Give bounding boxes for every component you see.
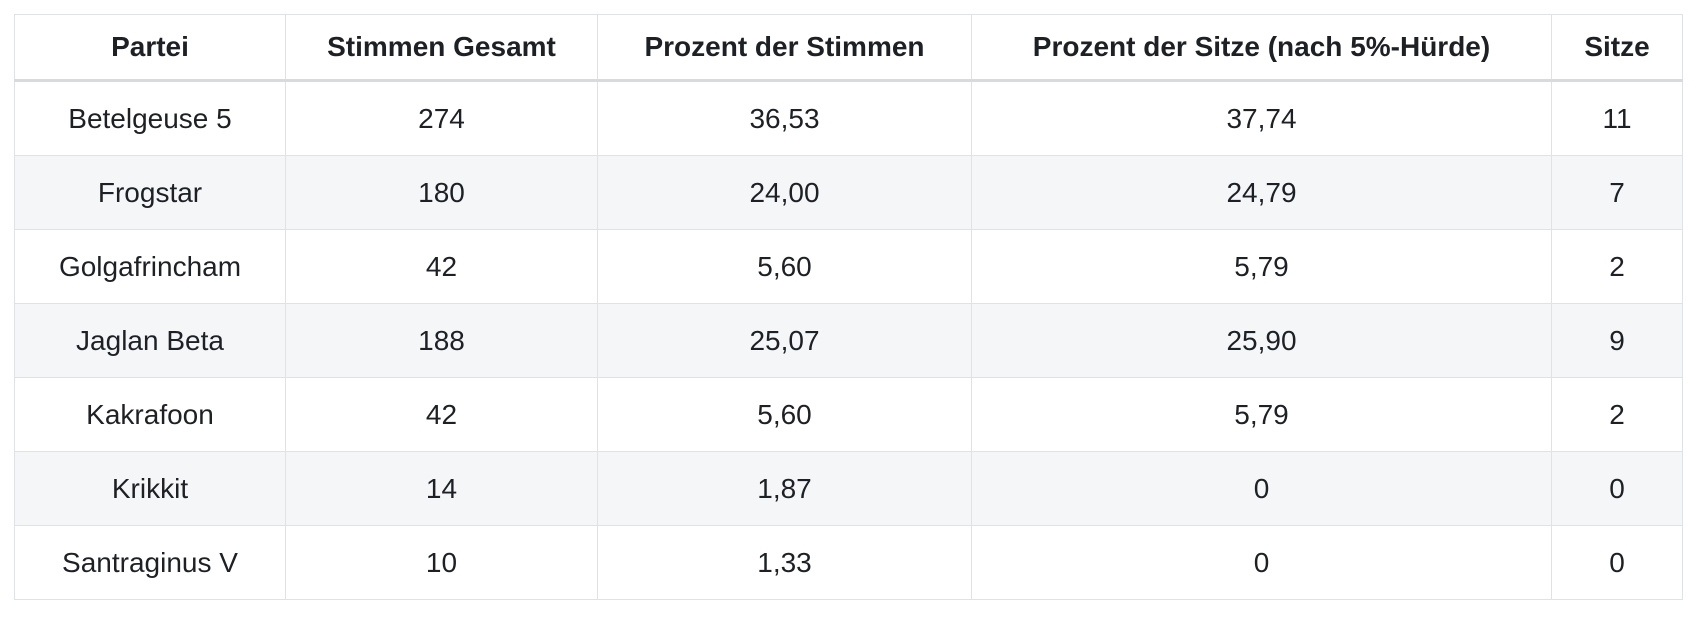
column-header-stimmen-gesamt: Stimmen Gesamt	[285, 14, 598, 82]
value-cell: 0	[1551, 525, 1683, 600]
party-name-cell: Jaglan Beta	[14, 303, 286, 378]
value-cell: 7	[1551, 155, 1683, 230]
value-cell: 5,79	[971, 377, 1552, 452]
value-cell: 9	[1551, 303, 1683, 378]
table-row-frogstar: Frogstar 180 24,00 24,79 7	[14, 155, 1683, 230]
value-cell: 180	[285, 155, 598, 230]
table-row-golgafrincham: Golgafrincham 42 5,60 5,79 2	[14, 229, 1683, 304]
table-row-krikkit: Krikkit 14 1,87 0 0	[14, 451, 1683, 526]
value-cell: 42	[285, 229, 598, 304]
value-cell: 274	[285, 80, 598, 156]
table-row-betelgeuse-5: Betelgeuse 5 274 36,53 37,74 11	[14, 80, 1683, 156]
value-cell: 25,07	[597, 303, 972, 378]
party-name-cell: Frogstar	[14, 155, 286, 230]
value-cell: 1,33	[597, 525, 972, 600]
header-row: Partei Stimmen Gesamt Prozent der Stimmen P…	[14, 14, 1683, 82]
value-cell: 14	[285, 451, 598, 526]
value-cell: 5,60	[597, 377, 972, 452]
party-name-cell: Krikkit	[14, 451, 286, 526]
party-name-cell: Santraginus V	[14, 525, 286, 600]
table-row-kakrafoon: Kakrafoon 42 5,60 5,79 2	[14, 377, 1683, 452]
value-cell: 25,90	[971, 303, 1552, 378]
party-name-cell: Kakrafoon	[14, 377, 286, 452]
value-cell: 37,74	[971, 80, 1552, 156]
value-cell: 24,79	[971, 155, 1552, 230]
value-cell: 24,00	[597, 155, 972, 230]
value-cell: 0	[971, 525, 1552, 600]
table-row-santraginus-v: Santraginus V 10 1,33 0 0	[14, 525, 1683, 600]
value-cell: 2	[1551, 377, 1683, 452]
table-row-jaglan-beta: Jaglan Beta 188 25,07 25,90 9	[14, 303, 1683, 378]
value-cell: 36,53	[597, 80, 972, 156]
page-content: Partei Stimmen Gesamt Prozent der Stimmen P…	[14, 14, 1683, 600]
value-cell: 0	[1551, 451, 1683, 526]
value-cell: 42	[285, 377, 598, 452]
value-cell: 1,87	[597, 451, 972, 526]
value-cell: 188	[285, 303, 598, 378]
value-cell: 2	[1551, 229, 1683, 304]
value-cell: 5,79	[971, 229, 1552, 304]
value-cell: 0	[971, 451, 1552, 526]
value-cell: 11	[1551, 80, 1683, 156]
value-cell: 5,60	[597, 229, 972, 304]
election-results-table: Partei Stimmen Gesamt Prozent der Stimmen P…	[14, 14, 1683, 600]
column-header-prozent-der-stimmen: Prozent der Stimmen	[597, 14, 972, 82]
column-header-sitze: Sitze	[1551, 14, 1683, 82]
party-name-cell: Golgafrincham	[14, 229, 286, 304]
party-name-cell: Betelgeuse 5	[14, 80, 286, 156]
column-header-partei: Partei	[14, 14, 286, 82]
column-header-prozent-der-sitze-nach-5-h-rde: Prozent der Sitze (nach 5%-Hürde)	[971, 14, 1552, 82]
value-cell: 10	[285, 525, 598, 600]
